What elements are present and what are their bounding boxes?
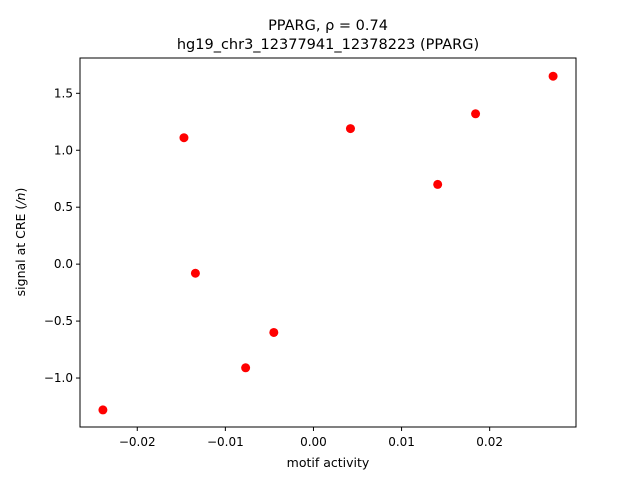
data-point: [241, 363, 251, 373]
x-axis-label: motif activity: [287, 455, 370, 470]
chart-title-line2: hg19_chr3_12377941_12378223 (PPARG): [177, 37, 479, 53]
data-point: [345, 124, 355, 134]
chart-title-line1: PPARG, ρ = 0.74: [268, 18, 388, 34]
x-tick-label: 0.02: [476, 435, 503, 449]
y-axis-ticks: −1.0 −0.5 0.0 0.5 1.0 1.5: [44, 86, 80, 385]
y-tick-label: 1.0: [54, 143, 73, 157]
x-tick-label: −0.02: [119, 435, 156, 449]
y-tick-label: 0.5: [54, 200, 73, 214]
x-axis-ticks: −0.02 −0.01 0.00 0.01 0.02: [119, 427, 503, 449]
data-point: [548, 71, 558, 81]
y-tick-label: −1.0: [44, 371, 73, 385]
plot-area-frame: [79, 57, 577, 428]
x-tick-label: −0.01: [207, 435, 244, 449]
y-tick-label: 0.0: [54, 257, 73, 271]
data-point: [98, 405, 108, 415]
data-point: [179, 133, 189, 143]
y-tick-label: −0.5: [44, 314, 73, 328]
data-point: [433, 179, 443, 189]
data-point: [190, 268, 200, 278]
data-point: [471, 109, 481, 119]
y-axis-label: signal at CRE (/n): [13, 188, 28, 297]
data-point: [269, 327, 279, 337]
data-points: [98, 71, 558, 415]
y-tick-label: 1.5: [54, 86, 73, 100]
x-tick-label: 0.01: [388, 435, 415, 449]
x-tick-label: 0.00: [300, 435, 327, 449]
